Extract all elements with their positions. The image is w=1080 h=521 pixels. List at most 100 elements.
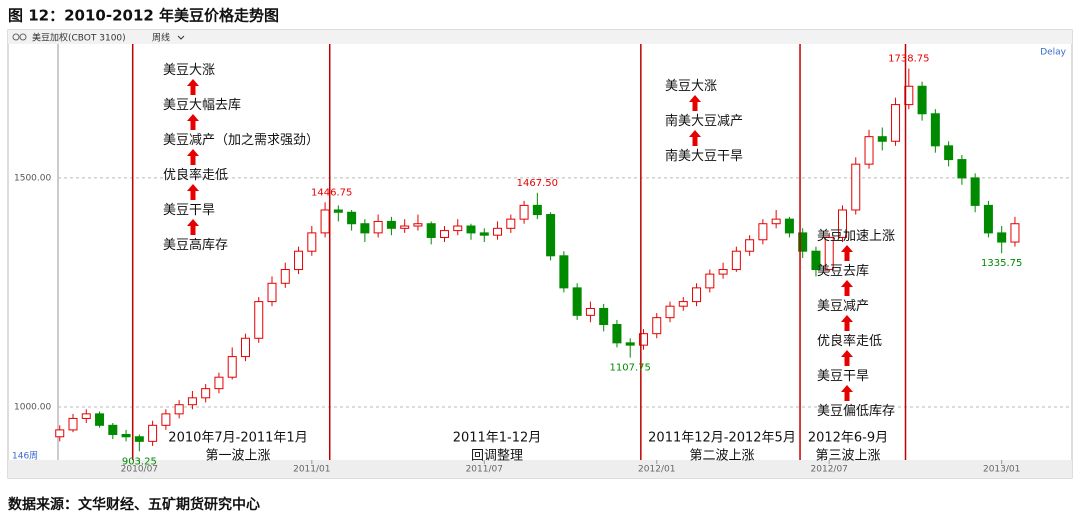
- candle-body: [161, 413, 171, 426]
- notes: 美豆大涨南美大豆减产 南美大豆干旱: [665, 78, 815, 165]
- dropdown[interactable]: [177, 35, 185, 40]
- arrow-icon: [187, 114, 199, 130]
- candle-body: [652, 317, 662, 335]
- candle-body: [944, 145, 954, 161]
- x-tick-label: 2012/01: [638, 465, 675, 475]
- candle-body: [572, 287, 582, 316]
- arrow-icon: [187, 149, 199, 165]
- source: 数据来源：文华财经、五矿期货研究中心: [8, 496, 260, 513]
- note: 美豆大幅去库: [163, 98, 242, 113]
- candle-body: [798, 232, 808, 252]
- status: Delay: [1040, 48, 1066, 58]
- arrow: [665, 95, 815, 113]
- x-tick-label: 2011/01: [293, 465, 330, 475]
- candle-body: [625, 342, 635, 346]
- candle-body: [320, 209, 330, 234]
- phase-period: 2012年6-9月: [808, 431, 888, 446]
- price-label: 1467.50: [517, 178, 558, 189]
- candle-body: [997, 232, 1007, 243]
- candle-body: [413, 223, 423, 227]
- candle-body: [532, 204, 542, 216]
- symbol: 美豆加权(CBOT 3100): [32, 32, 126, 44]
- candle-body: [811, 250, 821, 271]
- phase-period: 2011年1-12月: [453, 431, 542, 446]
- price-label: 903.25: [122, 456, 157, 467]
- candle-body: [758, 223, 768, 241]
- candle-body: [267, 282, 277, 303]
- price-label: 1107.75: [610, 363, 651, 374]
- candle-body: [665, 305, 675, 319]
- arrow: [817, 385, 967, 403]
- candle-body: [930, 113, 940, 147]
- candle-body: [214, 376, 224, 390]
- candle-body: [506, 218, 516, 229]
- candle-body: [280, 269, 290, 284]
- note: 南美大豆干旱: [665, 149, 744, 164]
- x-axis-band: [8, 460, 1072, 478]
- arrow-icon: [841, 245, 853, 261]
- note: 美豆干旱: [817, 369, 870, 384]
- phase-label: 第一波上涨: [205, 449, 270, 464]
- arrow-icon: [689, 95, 701, 111]
- arrow: [163, 219, 313, 237]
- phase-label: 第二波上涨: [689, 449, 754, 464]
- arrow-icon: [689, 130, 701, 146]
- period[interactable]: 周线: [152, 32, 170, 44]
- candle-body: [174, 404, 184, 415]
- candle-body: [837, 209, 847, 238]
- candle-body: [187, 397, 197, 406]
- arrow: [817, 245, 967, 263]
- phase-label: 回调整理: [471, 449, 523, 464]
- title: 图 12：2010-2012 年美豆价格走势图: [8, 7, 279, 25]
- arrow: [163, 184, 313, 202]
- candle-body: [55, 429, 65, 438]
- note: 南美大豆减产: [665, 114, 744, 129]
- candle-body: [466, 225, 476, 234]
- arrow-icon: [841, 385, 853, 401]
- candle-body: [400, 225, 410, 229]
- note: 美豆减产（加之需求强劲）: [163, 133, 320, 148]
- candle-body: [439, 230, 449, 238]
- candle-body: [307, 232, 317, 252]
- note: 优良率走低: [817, 334, 883, 349]
- candle-body: [612, 324, 622, 344]
- candle-body: [426, 223, 436, 238]
- candle-body: [546, 214, 556, 257]
- candle-body: [745, 239, 755, 252]
- candle-body: [519, 204, 529, 220]
- price-label: 1335.75: [981, 258, 1022, 269]
- candle-body: [970, 177, 980, 206]
- arrow-icon: [187, 79, 199, 95]
- candle-body: [148, 424, 158, 442]
- icon: [12, 33, 20, 41]
- icon: [19, 33, 27, 41]
- arrow-icon: [841, 350, 853, 366]
- toolbar: [8, 30, 1072, 44]
- candle-body: [108, 424, 118, 435]
- candle-body: [957, 159, 967, 179]
- note: 美豆大涨: [665, 79, 718, 94]
- candle-body: [864, 136, 874, 165]
- candle-body: [599, 307, 609, 326]
- phase-period: 2011年12月-2012年5月: [648, 431, 796, 446]
- candle-body: [254, 301, 264, 339]
- candle-body: [121, 433, 131, 438]
- note: 美豆加速上涨: [817, 229, 896, 244]
- arrow: [817, 315, 967, 333]
- candle-body: [453, 225, 463, 232]
- candle-body: [373, 220, 383, 234]
- price-label: 1446.75: [311, 187, 352, 198]
- candle-body: [479, 232, 489, 236]
- notes: 美豆大涨 美豆大幅去库 美豆减产（加之需求强劲） 优良率走低 美豆干旱 美豆高库存: [163, 62, 320, 254]
- candle-body: [705, 273, 715, 289]
- y-tick-label: 1500.00: [14, 173, 51, 183]
- count: 146周: [12, 451, 38, 462]
- candle-body: [493, 227, 503, 236]
- note: 美豆偏低库存: [817, 404, 896, 419]
- candle-body: [851, 163, 861, 211]
- candle-body: [68, 417, 78, 431]
- note: 优良率走低: [163, 168, 229, 183]
- x-tick-label: 2010/07: [121, 465, 158, 475]
- arrow-icon: [187, 219, 199, 235]
